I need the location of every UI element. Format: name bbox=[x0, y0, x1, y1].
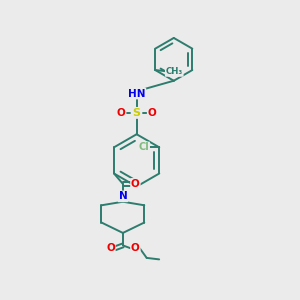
Text: S: S bbox=[133, 108, 141, 118]
Text: O: O bbox=[106, 243, 115, 254]
Text: O: O bbox=[148, 108, 157, 118]
Text: O: O bbox=[131, 179, 140, 189]
Text: HN: HN bbox=[128, 88, 146, 98]
Text: O: O bbox=[117, 108, 125, 118]
Text: CH₃: CH₃ bbox=[166, 67, 183, 76]
Text: Cl: Cl bbox=[138, 142, 149, 152]
Text: N: N bbox=[118, 191, 127, 201]
Text: O: O bbox=[131, 243, 140, 254]
